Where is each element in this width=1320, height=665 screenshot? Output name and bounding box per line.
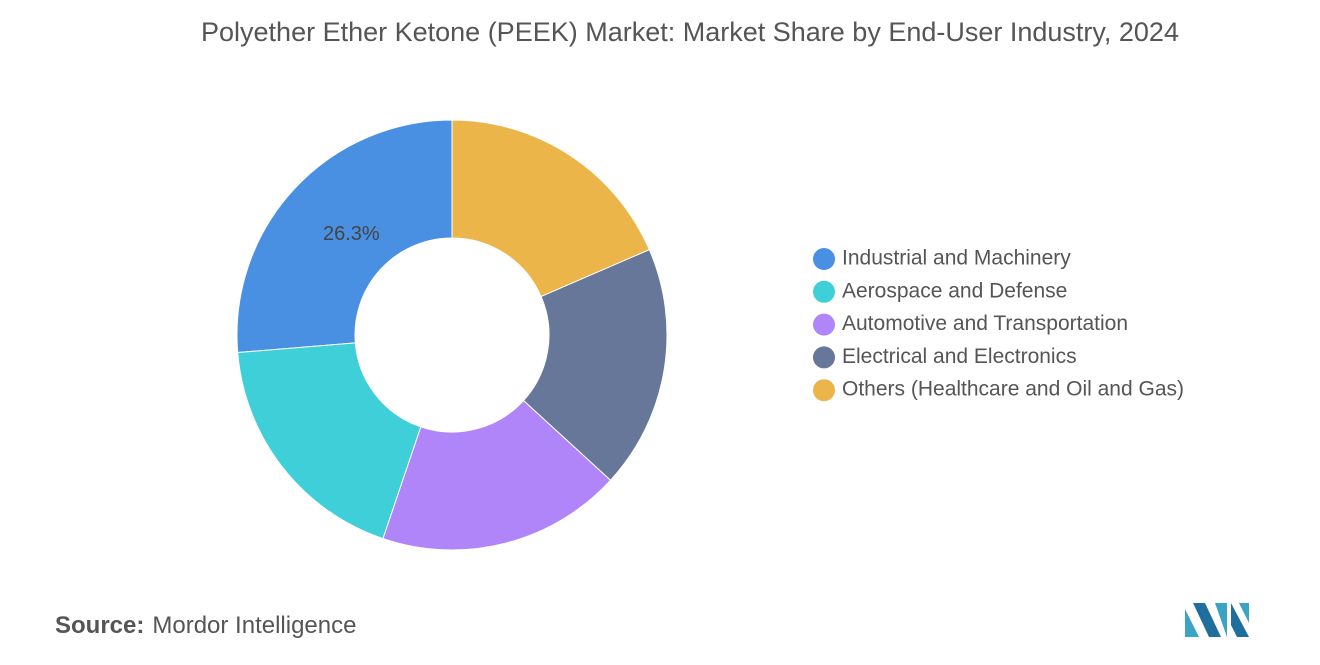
value-label: 26.3% bbox=[323, 223, 380, 245]
legend-label: Industrial and Machinery bbox=[842, 247, 1071, 270]
donut-slice bbox=[522, 248, 668, 481]
legend-marker bbox=[813, 280, 835, 303]
legend-label: Others (Healthcare and Oil and Gas) bbox=[842, 378, 1184, 401]
source: Source: Mordor Intelligence bbox=[55, 612, 356, 640]
donut-slice bbox=[382, 399, 612, 551]
source-text: Mordor Intelligence bbox=[152, 612, 357, 639]
donut-slice bbox=[236, 119, 453, 354]
logo bbox=[1185, 603, 1249, 637]
chart-title: Polyether Ether Ketone (PEEK) Market: Ma… bbox=[201, 17, 1179, 47]
donut-slice bbox=[237, 342, 422, 540]
legend-marker bbox=[813, 379, 835, 402]
legend-marker bbox=[813, 346, 835, 369]
legend-label: Automotive and Transportation bbox=[842, 312, 1128, 335]
legend-label: Aerospace and Defense bbox=[842, 279, 1067, 302]
donut-slice bbox=[451, 119, 650, 298]
legend-label: Electrical and Electronics bbox=[842, 345, 1077, 368]
legend-marker bbox=[813, 248, 835, 270]
source-label: Source: bbox=[55, 612, 145, 639]
legend-marker bbox=[813, 313, 835, 336]
